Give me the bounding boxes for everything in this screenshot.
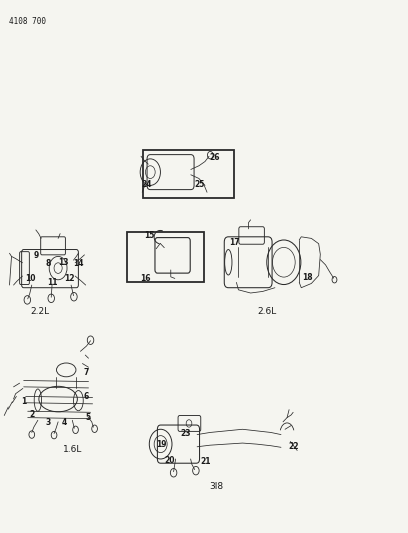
Text: 4108 700: 4108 700 <box>9 17 47 26</box>
Text: 13: 13 <box>58 258 68 266</box>
Text: 7: 7 <box>84 368 89 377</box>
Text: 17: 17 <box>229 238 240 247</box>
Text: 6: 6 <box>84 392 89 401</box>
Bar <box>143 150 234 198</box>
Text: 19: 19 <box>156 440 167 449</box>
Text: 10: 10 <box>25 273 36 282</box>
Text: 4: 4 <box>62 418 67 427</box>
Text: 2.2L: 2.2L <box>30 307 49 316</box>
Text: 22: 22 <box>288 442 298 451</box>
Bar <box>127 232 204 282</box>
Text: 20: 20 <box>164 456 175 465</box>
Text: 26: 26 <box>210 154 220 163</box>
Text: 14: 14 <box>73 260 84 268</box>
Text: 5: 5 <box>86 413 91 422</box>
Text: 23: 23 <box>180 429 191 438</box>
Text: 9: 9 <box>33 252 38 261</box>
Text: 3: 3 <box>45 418 51 427</box>
Text: 24: 24 <box>141 180 152 189</box>
Text: 15: 15 <box>144 231 155 240</box>
Text: 18: 18 <box>302 272 313 281</box>
Text: 1.6L: 1.6L <box>62 445 82 454</box>
Text: 8: 8 <box>45 260 51 268</box>
Text: 25: 25 <box>195 180 205 189</box>
Text: 11: 11 <box>47 278 57 287</box>
Text: 3l8: 3l8 <box>209 482 223 491</box>
Text: 16: 16 <box>140 273 151 282</box>
Text: 1: 1 <box>21 397 26 406</box>
Text: 12: 12 <box>64 273 75 282</box>
Text: 2: 2 <box>29 410 34 419</box>
Text: 21: 21 <box>201 457 211 466</box>
Text: 2.6L: 2.6L <box>257 307 277 316</box>
